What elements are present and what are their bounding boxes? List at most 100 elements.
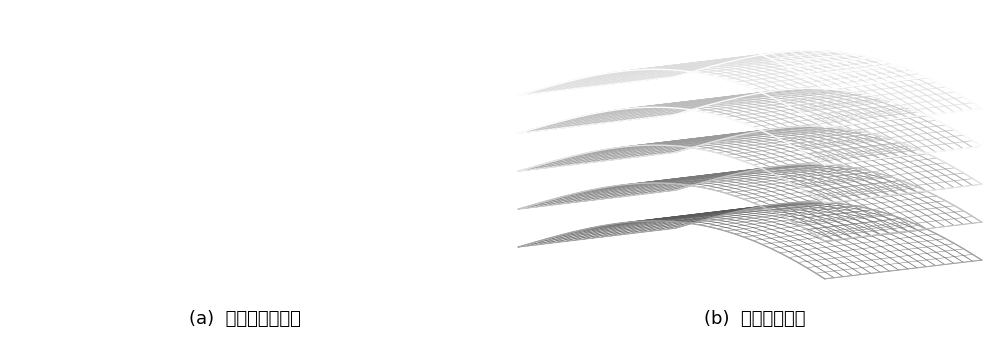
Point (343, 75, 359, 81)
Point (263, 69, 279, 75)
Point (79, 85, 95, 91)
Point (109, 119, 125, 124)
Point (305, 101, 321, 106)
Point (317, 102, 333, 108)
Point (140, 122, 156, 127)
Point (237, 145, 253, 150)
Point (222, 81, 238, 86)
Point (244, 81, 260, 87)
Point (269, 141, 285, 146)
Point (206, 101, 222, 106)
Point (141, 92, 157, 98)
Point (269, 126, 285, 132)
Point (169, 142, 185, 147)
Point (235, 86, 251, 92)
Point (240, 106, 256, 112)
Point (187, 149, 203, 154)
Point (357, 85, 373, 91)
Point (173, 130, 189, 135)
Point (242, 146, 258, 152)
Point (92, 127, 108, 132)
Point (312, 86, 328, 92)
Point (421, 84, 437, 90)
Point (138, 140, 154, 146)
Point (370, 86, 386, 91)
Point (202, 149, 218, 155)
Point (327, 122, 343, 128)
Point (333, 82, 349, 88)
Point (107, 136, 123, 142)
Point (299, 134, 315, 139)
Point (57, 77, 73, 83)
Point (244, 140, 260, 146)
Point (83, 126, 99, 132)
Point (76, 74, 92, 79)
Point (344, 109, 360, 115)
Point (175, 103, 191, 108)
Point (236, 126, 252, 131)
Point (178, 112, 194, 117)
Point (132, 95, 148, 100)
Point (254, 145, 270, 151)
Point (335, 127, 351, 132)
Point (398, 103, 414, 109)
Point (180, 120, 196, 126)
Point (288, 138, 304, 144)
Point (228, 102, 244, 107)
Point (162, 40, 178, 46)
Point (399, 93, 415, 99)
Point (190, 23, 206, 28)
Point (388, 108, 404, 113)
Point (306, 128, 322, 133)
Point (152, 45, 168, 51)
Point (233, 147, 249, 153)
Point (137, 114, 153, 119)
Point (236, 43, 252, 48)
Point (153, 146, 169, 152)
Point (245, 122, 261, 127)
Point (160, 85, 176, 90)
Point (271, 100, 287, 106)
Point (238, 144, 254, 150)
Point (261, 144, 277, 149)
Point (145, 135, 161, 140)
Point (259, 96, 275, 102)
Point (186, 58, 202, 64)
Point (235, 146, 251, 152)
Point (180, 149, 196, 155)
Point (241, 69, 257, 75)
Point (258, 43, 274, 49)
Point (246, 143, 262, 149)
Point (314, 95, 330, 100)
Point (396, 89, 412, 95)
Point (119, 140, 135, 146)
Point (198, 137, 214, 143)
Point (184, 147, 200, 153)
Point (141, 144, 157, 149)
Point (94, 103, 110, 109)
Point (221, 115, 237, 120)
Point (366, 116, 382, 121)
Point (184, 99, 200, 104)
Point (234, 142, 250, 148)
Point (104, 132, 120, 137)
Point (177, 149, 193, 154)
Point (130, 124, 146, 129)
Point (364, 116, 380, 121)
Point (351, 98, 367, 104)
Point (377, 101, 393, 107)
Point (294, 61, 310, 67)
Point (440, 71, 456, 76)
Point (214, 148, 230, 154)
Point (196, 148, 212, 154)
Point (350, 121, 366, 127)
Point (287, 79, 303, 85)
Point (239, 146, 255, 152)
Point (44, 99, 60, 104)
Point (330, 73, 346, 78)
Point (288, 118, 304, 123)
Point (342, 122, 358, 128)
Point (151, 88, 167, 94)
Point (114, 132, 130, 137)
Point (368, 107, 384, 112)
